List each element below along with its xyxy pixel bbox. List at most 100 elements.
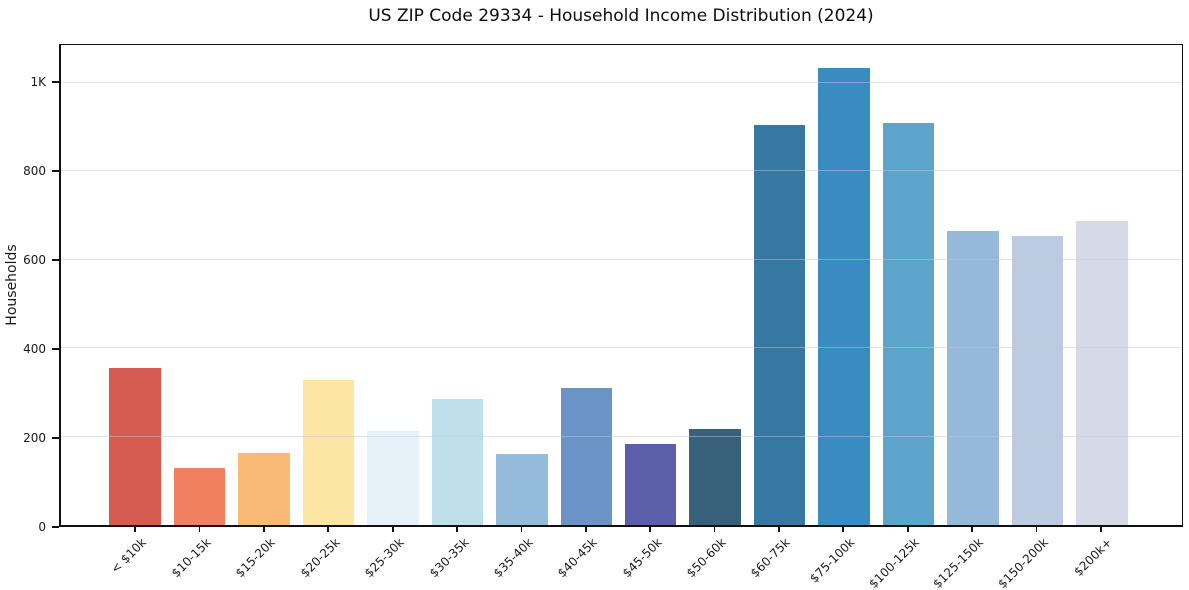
xtick-label-15-20k: $15-20k: [233, 535, 279, 581]
xtick-label-75-100k: $75-100k: [807, 535, 858, 586]
xtick-mark-40-45k: [584, 527, 587, 532]
bar-slot-50-60k: [683, 45, 747, 525]
xtick-mark-200k: [1099, 527, 1102, 532]
bar-slot-75-100k: [812, 45, 876, 525]
xtick-mark-45-50k: [649, 527, 652, 532]
xtick-mark-35-40k: [520, 527, 523, 532]
xtick-slot: [876, 527, 940, 533]
xlabel-slot-20-25k: $20-25k: [296, 535, 360, 589]
bar-10k: [109, 368, 161, 525]
xlabel-slot-30-35k: $30-35k: [425, 535, 489, 589]
bar-slot-35-40k: [490, 45, 554, 525]
ytick-mark-0: [52, 526, 59, 528]
ytick-mark-800: [52, 170, 59, 173]
xtick-mark-10k: [134, 527, 137, 532]
xlabel-slot-45-50k: $45-50k: [618, 535, 682, 589]
bar-slot-10-15k: [167, 45, 231, 525]
ytick-label-600: 600: [23, 253, 46, 268]
bar-slot-125-150k: [941, 45, 1005, 525]
xtick-label-100-125k: $100-125k: [866, 535, 922, 590]
xtick-slot: [1004, 527, 1068, 533]
xtick-label-60-75k: $60-75k: [748, 535, 794, 581]
xtick-slot: [747, 527, 811, 533]
xtick-label-10-15k: $10-15k: [168, 535, 214, 581]
bar-slot-150-200k: [1005, 45, 1069, 525]
ytick-mark-600: [52, 259, 59, 262]
bar-slot-25-30k: [361, 45, 425, 525]
xtick-slot: [554, 527, 618, 533]
xtick-slot: [103, 527, 167, 533]
xtick-mark-30-35k: [456, 527, 458, 532]
xtick-mark-150-200k: [1035, 527, 1038, 532]
bar-slot-30-35k: [425, 45, 489, 525]
ytick-mark-200: [52, 437, 59, 440]
bar-45-50k: [624, 444, 677, 525]
xtick-slot: [811, 527, 875, 533]
bar-15-20k: [238, 453, 290, 525]
xtick-slot: [1069, 527, 1133, 533]
xlabel-slot-60-75k: $60-75k: [747, 535, 811, 589]
xtick-slot: [296, 527, 360, 533]
xtick-label-150-200k: $150-200k: [994, 535, 1051, 590]
xtick-mark-60-75k: [778, 527, 780, 532]
x-axis-ticks: [59, 527, 1183, 533]
xtick-label-20-25k: $20-25k: [297, 535, 343, 581]
xtick-label-40-45k: $40-45k: [555, 535, 601, 581]
xtick-label-200k: $200k+: [1071, 535, 1116, 579]
bar-slot-20-25k: [296, 45, 360, 525]
xtick-slot: [167, 527, 231, 533]
bar-slot-200k: [1070, 45, 1134, 525]
xlabel-slot-25-30k: $25-30k: [361, 535, 425, 589]
bar-50-60k: [689, 428, 741, 525]
bars-container: [61, 45, 1182, 525]
xtick-label-30-35k: $30-35k: [426, 535, 472, 581]
xtick-slot: [361, 527, 425, 533]
ytick-mark-400: [52, 348, 59, 351]
bar-30-35k: [431, 398, 484, 525]
plot-area: [59, 44, 1183, 527]
bar-slot-45-50k: [619, 45, 683, 525]
xtick-label-45-50k: $45-50k: [619, 535, 665, 581]
xtick-slot: [232, 527, 296, 533]
xtick-slot: [940, 527, 1004, 533]
bar-slot-100-125k: [876, 45, 940, 525]
xlabel-slot-40-45k: $40-45k: [554, 535, 618, 589]
bar-75-100k: [818, 68, 870, 525]
bar-200k: [1076, 220, 1128, 525]
bar-20-25k: [302, 379, 355, 525]
xtick-label-25-30k: $25-30k: [362, 535, 407, 581]
xtick-label-125-150k: $125-150k: [930, 535, 987, 590]
xtick-slot: [618, 527, 682, 533]
bar-10-15k: [173, 467, 226, 525]
xlabel-slot-15-20k: $15-20k: [232, 535, 296, 589]
xtick-mark-75-100k: [842, 527, 845, 532]
xlabel-slot-150-200k: $150-200k: [995, 535, 1068, 590]
xtick-mark-10-15k: [198, 527, 201, 532]
xtick-label-35-40k: $35-40k: [490, 535, 536, 581]
xtick-mark-25-30k: [391, 527, 394, 532]
ytick-mark-1000: [52, 81, 59, 84]
bar-100-125k: [882, 122, 935, 525]
xtick-label-50-60k: $50-60k: [683, 535, 729, 581]
ytick-label-800: 800: [23, 164, 46, 179]
xlabel-slot-200k: $200k+: [1069, 535, 1133, 589]
xlabel-slot-10-15k: $10-15k: [167, 535, 231, 589]
xtick-mark-15-20k: [263, 527, 265, 532]
bar-150-200k: [1011, 235, 1064, 525]
xlabel-slot-35-40k: $35-40k: [489, 535, 553, 589]
ytick-label-400: 400: [23, 342, 46, 357]
xtick-slot: [425, 527, 489, 533]
bar-slot-40-45k: [554, 45, 618, 525]
ytick-label-1000: 1K: [30, 75, 46, 90]
xtick-slot: [489, 527, 553, 533]
xtick-mark-20-25k: [327, 527, 330, 532]
bar-35-40k: [496, 454, 548, 525]
ytick-label-0: 0: [38, 520, 46, 534]
xtick-slot: [682, 527, 746, 533]
chart-title: US ZIP Code 29334 - Household Income Dis…: [368, 6, 874, 26]
xtick-mark-50-60k: [713, 527, 716, 532]
bar-slot-15-20k: [232, 45, 296, 525]
bar-60-75k: [753, 124, 806, 525]
bar-slot-10k: [103, 45, 167, 525]
